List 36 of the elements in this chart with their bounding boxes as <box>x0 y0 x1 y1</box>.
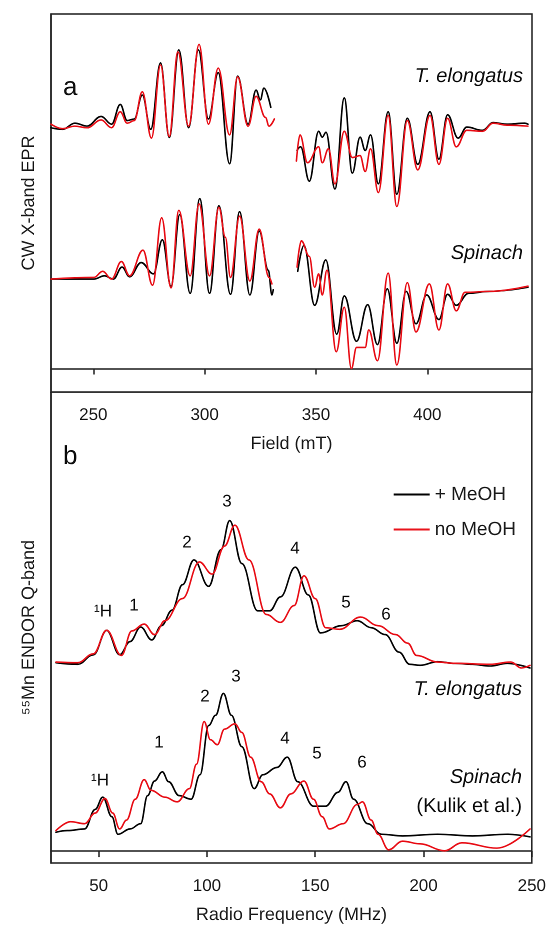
x-tick-label: 100 <box>192 876 222 895</box>
annotation: 6 <box>381 604 391 624</box>
x-tick-label: 250 <box>79 405 108 424</box>
x-tick-label: 300 <box>190 405 219 424</box>
annotation: 4 <box>280 728 290 748</box>
x-tick-label: 400 <box>413 405 442 424</box>
annotation: T. elongatus <box>414 65 523 87</box>
annotation: 5 <box>341 592 351 612</box>
annotation: a <box>63 71 78 101</box>
y-axis-title: CW X-band EPR <box>18 135 38 271</box>
annotation: 2 <box>200 686 210 706</box>
x-tick-label: 200 <box>409 876 438 895</box>
x-axis-title: Radio Frequency (MHz) <box>196 904 387 924</box>
text: b <box>63 440 78 470</box>
annotation: ¹H <box>91 770 109 790</box>
annotation: 6 <box>357 752 367 772</box>
annotation: 5 <box>312 744 322 762</box>
y-axis-title: ⁵⁵Mn ENDOR Q-band <box>18 540 38 715</box>
text: 3 <box>222 492 232 510</box>
x-axis-title: Field (mT) <box>250 433 332 453</box>
annotation: (Kulik et al.) <box>416 795 522 817</box>
legend-label: no MeOH <box>434 519 516 540</box>
annotation: T. elongatus <box>414 678 522 700</box>
x-tick-label: 50 <box>89 876 108 895</box>
annotation: 2 <box>182 532 192 552</box>
annotation: Spinach <box>450 766 522 788</box>
annotation: 3 <box>231 666 241 686</box>
annotation: Spinach <box>450 242 523 264</box>
annotation: ¹H <box>94 602 112 620</box>
legend-label: + MeOH <box>434 484 506 505</box>
x-tick-label: 150 <box>301 876 330 895</box>
annotation: 4 <box>290 538 300 558</box>
x-tick-label: 350 <box>302 405 330 424</box>
x-tick-label: 250 <box>518 876 546 895</box>
annotation: 1 <box>129 596 139 614</box>
annotation: 1 <box>154 732 164 752</box>
